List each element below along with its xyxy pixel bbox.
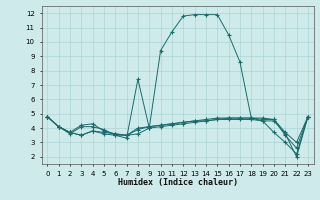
- X-axis label: Humidex (Indice chaleur): Humidex (Indice chaleur): [118, 178, 237, 187]
